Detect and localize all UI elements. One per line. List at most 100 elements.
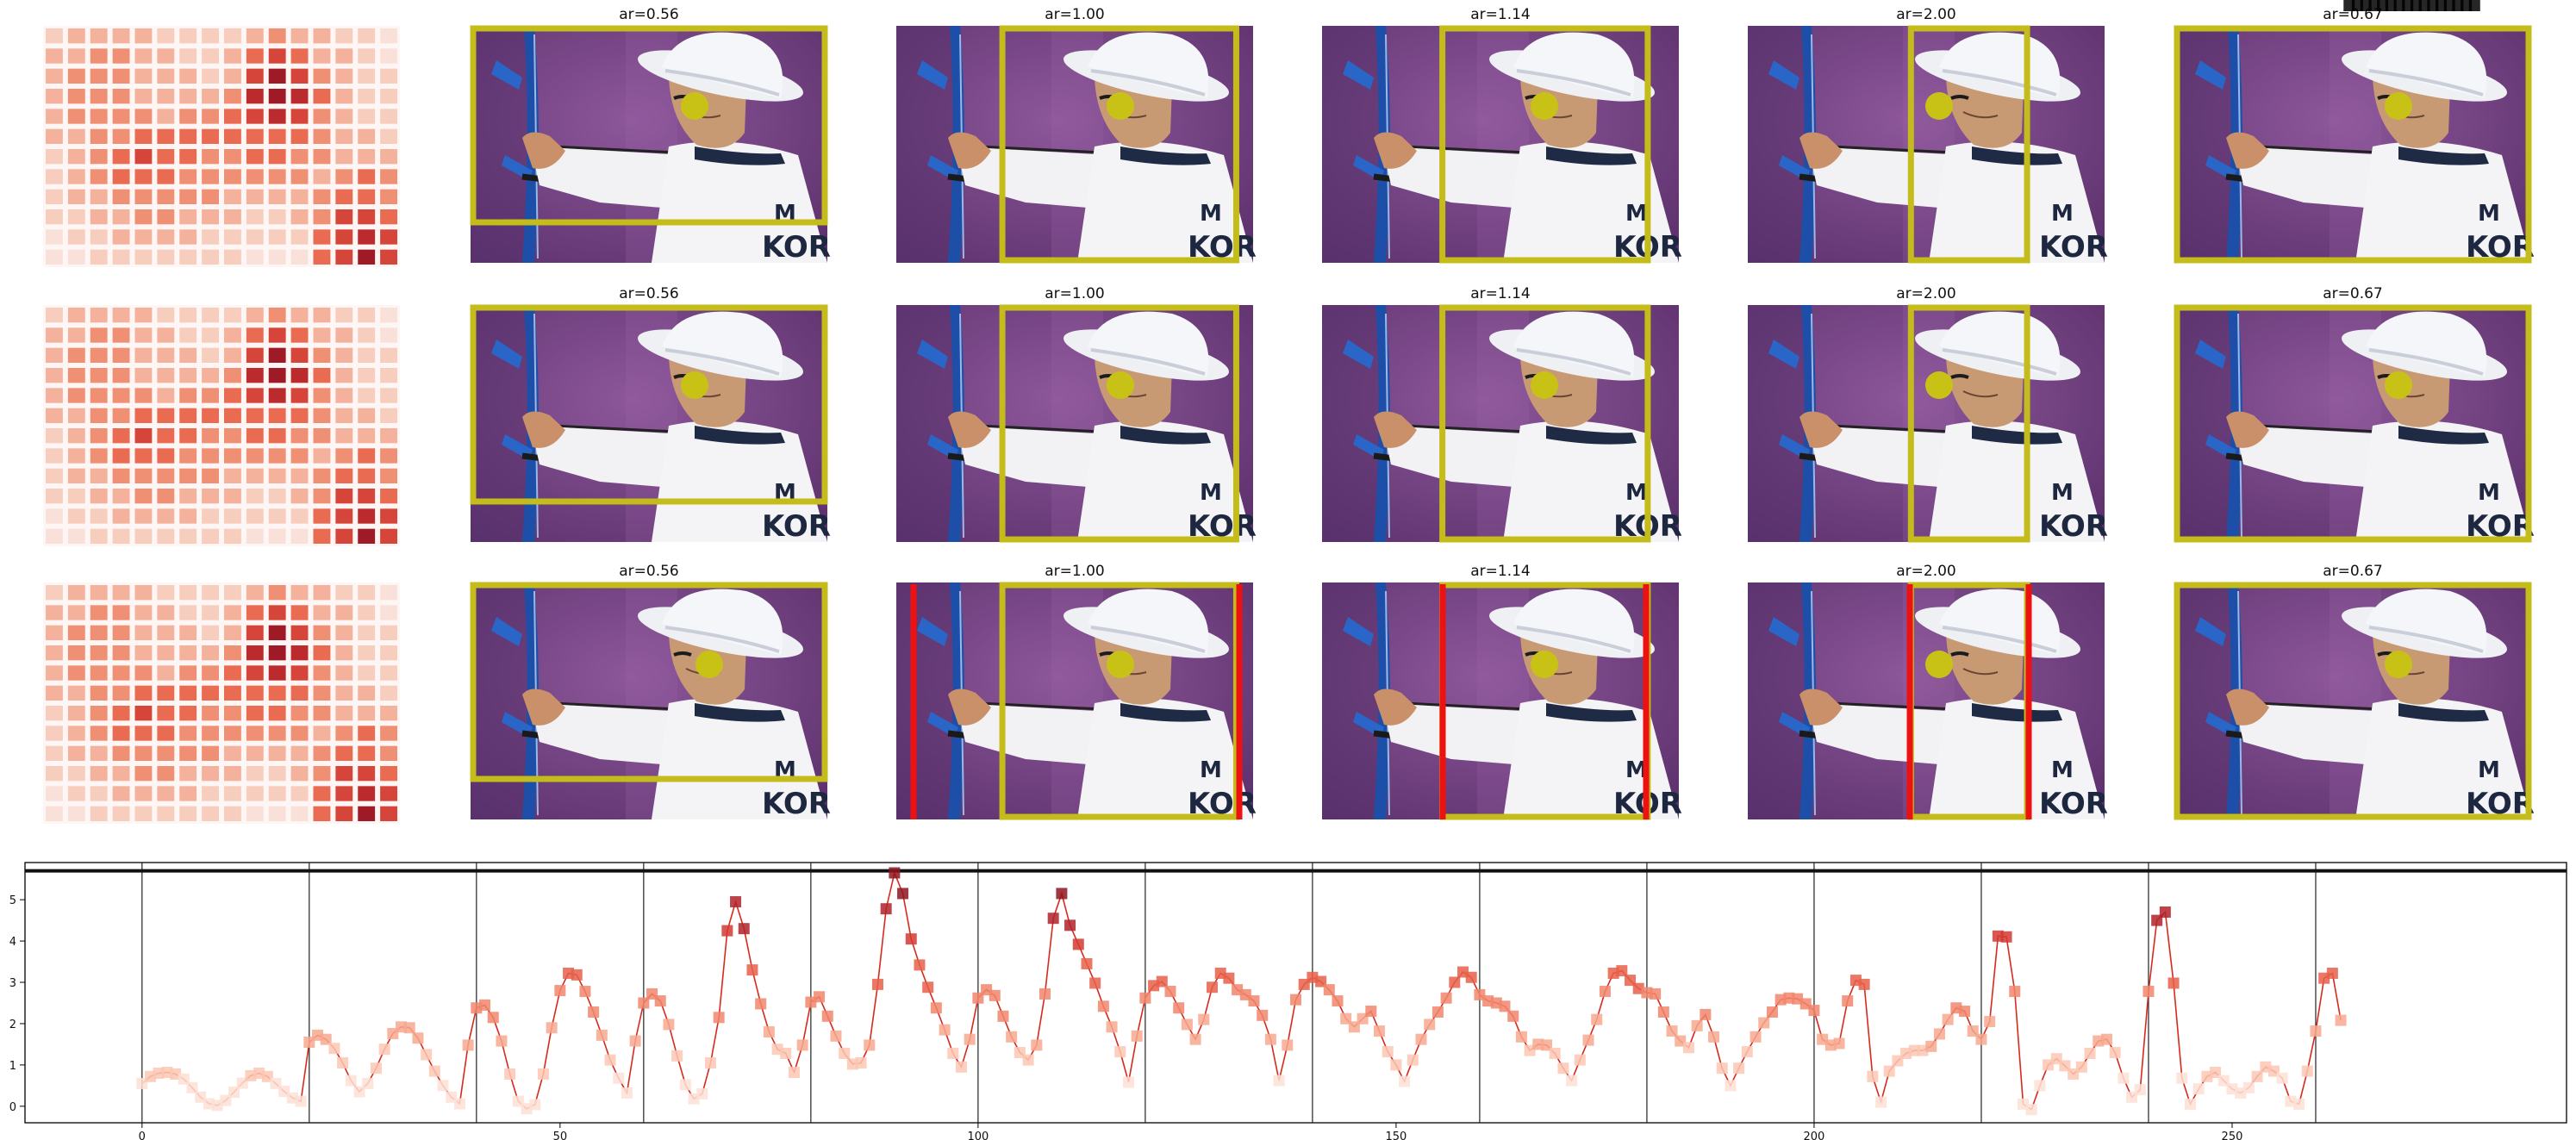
heatmap-cell — [380, 169, 397, 184]
heatmap-cell — [246, 388, 264, 403]
heatmap-cell — [112, 368, 130, 383]
heatmap-cell — [202, 605, 219, 620]
heatmap-cell — [246, 28, 264, 44]
heatmap-cell — [46, 528, 63, 544]
heatmap-cell — [112, 388, 130, 403]
heatmap-cell — [380, 89, 397, 104]
heatmap-cell — [313, 89, 331, 104]
heatmap-cell — [90, 706, 108, 721]
heatmap-cell — [157, 368, 175, 383]
data-point — [1657, 1006, 1669, 1019]
heatmap-cell — [179, 388, 197, 403]
heatmap-cell — [157, 68, 175, 84]
data-point — [1006, 1031, 1018, 1043]
heatmap-cell — [358, 327, 376, 343]
heatmap-cell — [134, 585, 153, 601]
heatmap-cell — [90, 169, 108, 184]
heatmap-cell — [380, 189, 397, 204]
heatmap-cell — [246, 189, 264, 204]
archer-photo — [1322, 582, 1682, 821]
heatmap-cell — [246, 745, 264, 761]
data-point — [1449, 976, 1461, 988]
heatmap-cell — [202, 388, 219, 403]
heatmap-cell — [134, 169, 153, 184]
heatmap-cell — [313, 428, 331, 444]
heatmap-cell — [202, 189, 219, 204]
heatmap-cell — [224, 745, 241, 761]
focus-point — [1531, 651, 1558, 678]
heatmap-cell — [134, 489, 153, 504]
heatmap-cell — [67, 625, 85, 640]
heatmap-cell — [358, 745, 376, 761]
heatmap-cell — [112, 605, 130, 620]
data-point — [730, 896, 742, 908]
crop-title: ar=1.14 — [1470, 285, 1531, 302]
segment-dividers — [141, 863, 2317, 1123]
crop-title: ar=0.56 — [619, 563, 679, 580]
crop-title: ar=1.14 — [1470, 6, 1531, 23]
heatmap-cell — [90, 428, 108, 444]
heatmap-cell — [46, 625, 63, 640]
heatmap-cell — [358, 605, 376, 620]
data-point — [821, 1010, 833, 1022]
heatmap-cell — [157, 347, 175, 363]
data-point — [1515, 1031, 1527, 1043]
data-point — [1173, 1002, 1185, 1014]
heatmap-cell — [358, 308, 376, 323]
heatmap-cell — [380, 48, 397, 64]
heatmap-cell — [224, 68, 241, 84]
heatmap-cell — [358, 448, 376, 464]
data-point — [964, 1033, 976, 1045]
crop-box — [1439, 304, 1651, 543]
y-tick-label: 1 — [9, 1060, 16, 1073]
heatmap-cell — [335, 585, 353, 601]
heatmap-cell — [224, 229, 241, 245]
heatmap-cell — [67, 685, 85, 701]
heatmap-cell — [46, 489, 63, 504]
data-point — [345, 1075, 357, 1087]
heatmap-cell — [268, 388, 286, 403]
heatmap-cell — [358, 109, 376, 124]
heatmap-cell — [380, 726, 397, 741]
data-point — [1933, 1028, 1945, 1040]
heatmap-cell — [224, 249, 241, 265]
data-point — [2000, 931, 2012, 943]
heatmap-cell — [290, 428, 309, 444]
heatmap-cell — [246, 685, 264, 701]
data-point — [1599, 986, 1611, 998]
heatmap-cell — [380, 508, 397, 524]
heatmap-cell — [268, 128, 286, 144]
archer-photo — [1748, 582, 2108, 821]
heatmap-cell — [157, 327, 175, 343]
heatmap-cell — [224, 347, 241, 363]
heatmap-cell — [67, 428, 85, 444]
heatmap-cell — [67, 645, 85, 661]
data-point — [1264, 1033, 1276, 1045]
heatmap-cell — [246, 109, 264, 124]
heatmap-cell — [268, 706, 286, 721]
heatmap-cell — [134, 645, 153, 661]
heatmap-cell — [290, 229, 309, 245]
heatmap-cell — [90, 229, 108, 245]
heatmap-cell — [358, 665, 376, 681]
data-point — [1431, 1006, 1444, 1019]
heatmap-cell — [268, 109, 286, 124]
heatmap-cell — [290, 766, 309, 782]
crop-panel: ar=1.14 — [1322, 6, 1682, 265]
crop-box — [999, 304, 1239, 543]
heatmap-cell — [202, 308, 219, 323]
data-point — [997, 1010, 1009, 1022]
data-point — [1072, 938, 1084, 950]
heatmap-cell — [268, 249, 286, 265]
archer-photo — [471, 582, 831, 821]
data-point — [337, 1056, 349, 1068]
heatmap-cell — [224, 448, 241, 464]
heatmap-cell — [290, 806, 309, 821]
heatmap-cell — [112, 468, 130, 483]
heatmap-cell — [335, 508, 353, 524]
data-point — [871, 978, 883, 990]
data-point — [320, 1033, 332, 1045]
heatmap-cell — [112, 508, 130, 524]
archer-photo — [1748, 305, 2108, 544]
heatmap-cell — [380, 249, 397, 265]
